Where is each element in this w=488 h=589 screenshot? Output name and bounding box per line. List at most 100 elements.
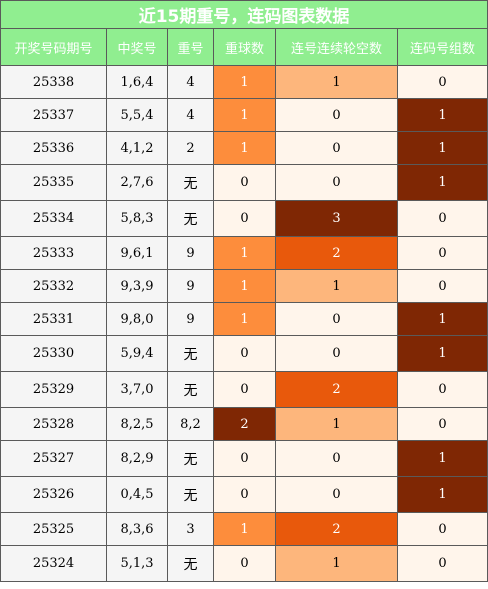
table-row: 25331 9,8,0 9 1 0 1 [0, 302, 488, 336]
cell-winning: 5,9,4 [106, 335, 168, 372]
cell-winning: 9,8,0 [106, 302, 168, 336]
cell-repeat-count: 0 [213, 335, 276, 372]
cell-consec-groups: 0 [396, 236, 488, 270]
cell-repeat: 9 [167, 269, 214, 303]
cell-consec-miss: 0 [275, 440, 398, 477]
cell-consec-miss: 0 [275, 131, 398, 165]
cell-repeat: 无 [167, 164, 214, 201]
table-row: 25335 2,7,6 无 0 0 1 [0, 164, 488, 201]
table-row: 25325 8,3,6 3 1 2 0 [0, 512, 488, 546]
cell-repeat-count: 1 [213, 302, 276, 336]
cell-consec-miss: 0 [275, 335, 398, 372]
cell-repeat-count: 0 [213, 545, 276, 582]
header-consec-groups: 连码号组数 [396, 28, 488, 66]
cell-winning: 8,2,5 [106, 407, 168, 441]
cell-issue: 25326 [0, 476, 107, 513]
cell-repeat-count: 0 [213, 200, 276, 237]
table-row: 25333 9,6,1 9 1 2 0 [0, 236, 488, 270]
cell-issue: 25337 [0, 98, 107, 132]
cell-consec-groups: 0 [396, 512, 488, 546]
cell-consec-miss: 0 [275, 98, 398, 132]
cell-winning: 8,3,6 [106, 512, 168, 546]
cell-consec-groups: 1 [396, 476, 488, 513]
cell-consec-groups: 1 [396, 440, 488, 477]
cell-consec-miss: 0 [275, 476, 398, 513]
cell-winning: 5,5,4 [106, 98, 168, 132]
cell-consec-miss: 1 [275, 545, 398, 582]
header-repeat: 重号 [167, 28, 214, 66]
cell-repeat-count: 0 [213, 164, 276, 201]
header-issue: 开奖号码期号 [0, 28, 107, 66]
cell-winning: 2,7,6 [106, 164, 168, 201]
cell-repeat: 无 [167, 200, 214, 237]
cell-winning: 8,2,9 [106, 440, 168, 477]
table-title: 近15期重号，连码图表数据 [0, 0, 488, 29]
cell-repeat: 3 [167, 512, 214, 546]
cell-repeat: 无 [167, 371, 214, 408]
cell-winning: 0,4,5 [106, 476, 168, 513]
cell-repeat-count: 1 [213, 269, 276, 303]
cell-repeat: 无 [167, 335, 214, 372]
cell-issue: 25327 [0, 440, 107, 477]
cell-repeat: 无 [167, 476, 214, 513]
cell-issue: 25324 [0, 545, 107, 582]
cell-issue: 25330 [0, 335, 107, 372]
cell-winning: 9,3,9 [106, 269, 168, 303]
table-row: 25332 9,3,9 9 1 1 0 [0, 269, 488, 303]
table-row: 25338 1,6,4 4 1 1 0 [0, 65, 488, 99]
cell-repeat: 无 [167, 440, 214, 477]
cell-winning: 5,8,3 [106, 200, 168, 237]
cell-repeat-count: 1 [213, 512, 276, 546]
cell-consec-groups: 1 [396, 164, 488, 201]
cell-consec-groups: 0 [396, 200, 488, 237]
cell-consec-groups: 1 [396, 302, 488, 336]
cell-consec-miss: 1 [275, 407, 398, 441]
cell-repeat-count: 1 [213, 98, 276, 132]
table-row: 25326 0,4,5 无 0 0 1 [0, 476, 488, 513]
cell-consec-miss: 0 [275, 164, 398, 201]
cell-consec-groups: 1 [396, 335, 488, 372]
table-body: 25338 1,6,4 4 1 1 0 25337 5,5,4 4 1 0 1 25336 4,1,2 2 1… [0, 65, 488, 582]
cell-consec-groups: 0 [396, 407, 488, 441]
header-repeat-count: 重球数 [213, 28, 276, 66]
cell-winning: 4,1,2 [106, 131, 168, 165]
cell-consec-groups: 0 [396, 65, 488, 99]
table-row: 25328 8,2,5 8,2 2 1 0 [0, 407, 488, 441]
cell-issue: 25331 [0, 302, 107, 336]
cell-consec-miss: 1 [275, 65, 398, 99]
cell-repeat: 4 [167, 65, 214, 99]
cell-repeat: 4 [167, 98, 214, 132]
cell-consec-miss: 2 [275, 371, 398, 408]
header-winning: 中奖号 [106, 28, 168, 66]
cell-consec-miss: 3 [275, 200, 398, 237]
cell-consec-groups: 0 [396, 371, 488, 408]
cell-issue: 25338 [0, 65, 107, 99]
cell-issue: 25334 [0, 200, 107, 237]
cell-issue: 25325 [0, 512, 107, 546]
cell-consec-miss: 2 [275, 236, 398, 270]
table-row: 25336 4,1,2 2 1 0 1 [0, 131, 488, 165]
cell-repeat-count: 0 [213, 476, 276, 513]
cell-repeat: 8,2 [167, 407, 214, 441]
table-row: 25330 5,9,4 无 0 0 1 [0, 335, 488, 372]
cell-consec-groups: 1 [396, 98, 488, 132]
cell-winning: 1,6,4 [106, 65, 168, 99]
cell-repeat-count: 0 [213, 371, 276, 408]
cell-winning: 3,7,0 [106, 371, 168, 408]
table-row: 25337 5,5,4 4 1 0 1 [0, 98, 488, 132]
cell-consec-miss: 1 [275, 269, 398, 303]
cell-repeat: 2 [167, 131, 214, 165]
cell-consec-groups: 0 [396, 545, 488, 582]
cell-repeat-count: 1 [213, 236, 276, 270]
table-row: 25329 3,7,0 无 0 2 0 [0, 371, 488, 408]
cell-issue: 25333 [0, 236, 107, 270]
cell-issue: 25329 [0, 371, 107, 408]
table-row: 25327 8,2,9 无 0 0 1 [0, 440, 488, 477]
cell-repeat: 无 [167, 545, 214, 582]
cell-repeat-count: 2 [213, 407, 276, 441]
cell-repeat: 9 [167, 236, 214, 270]
table-row: 25334 5,8,3 无 0 3 0 [0, 200, 488, 237]
header-consec-miss: 连号连续轮空数 [275, 28, 398, 66]
